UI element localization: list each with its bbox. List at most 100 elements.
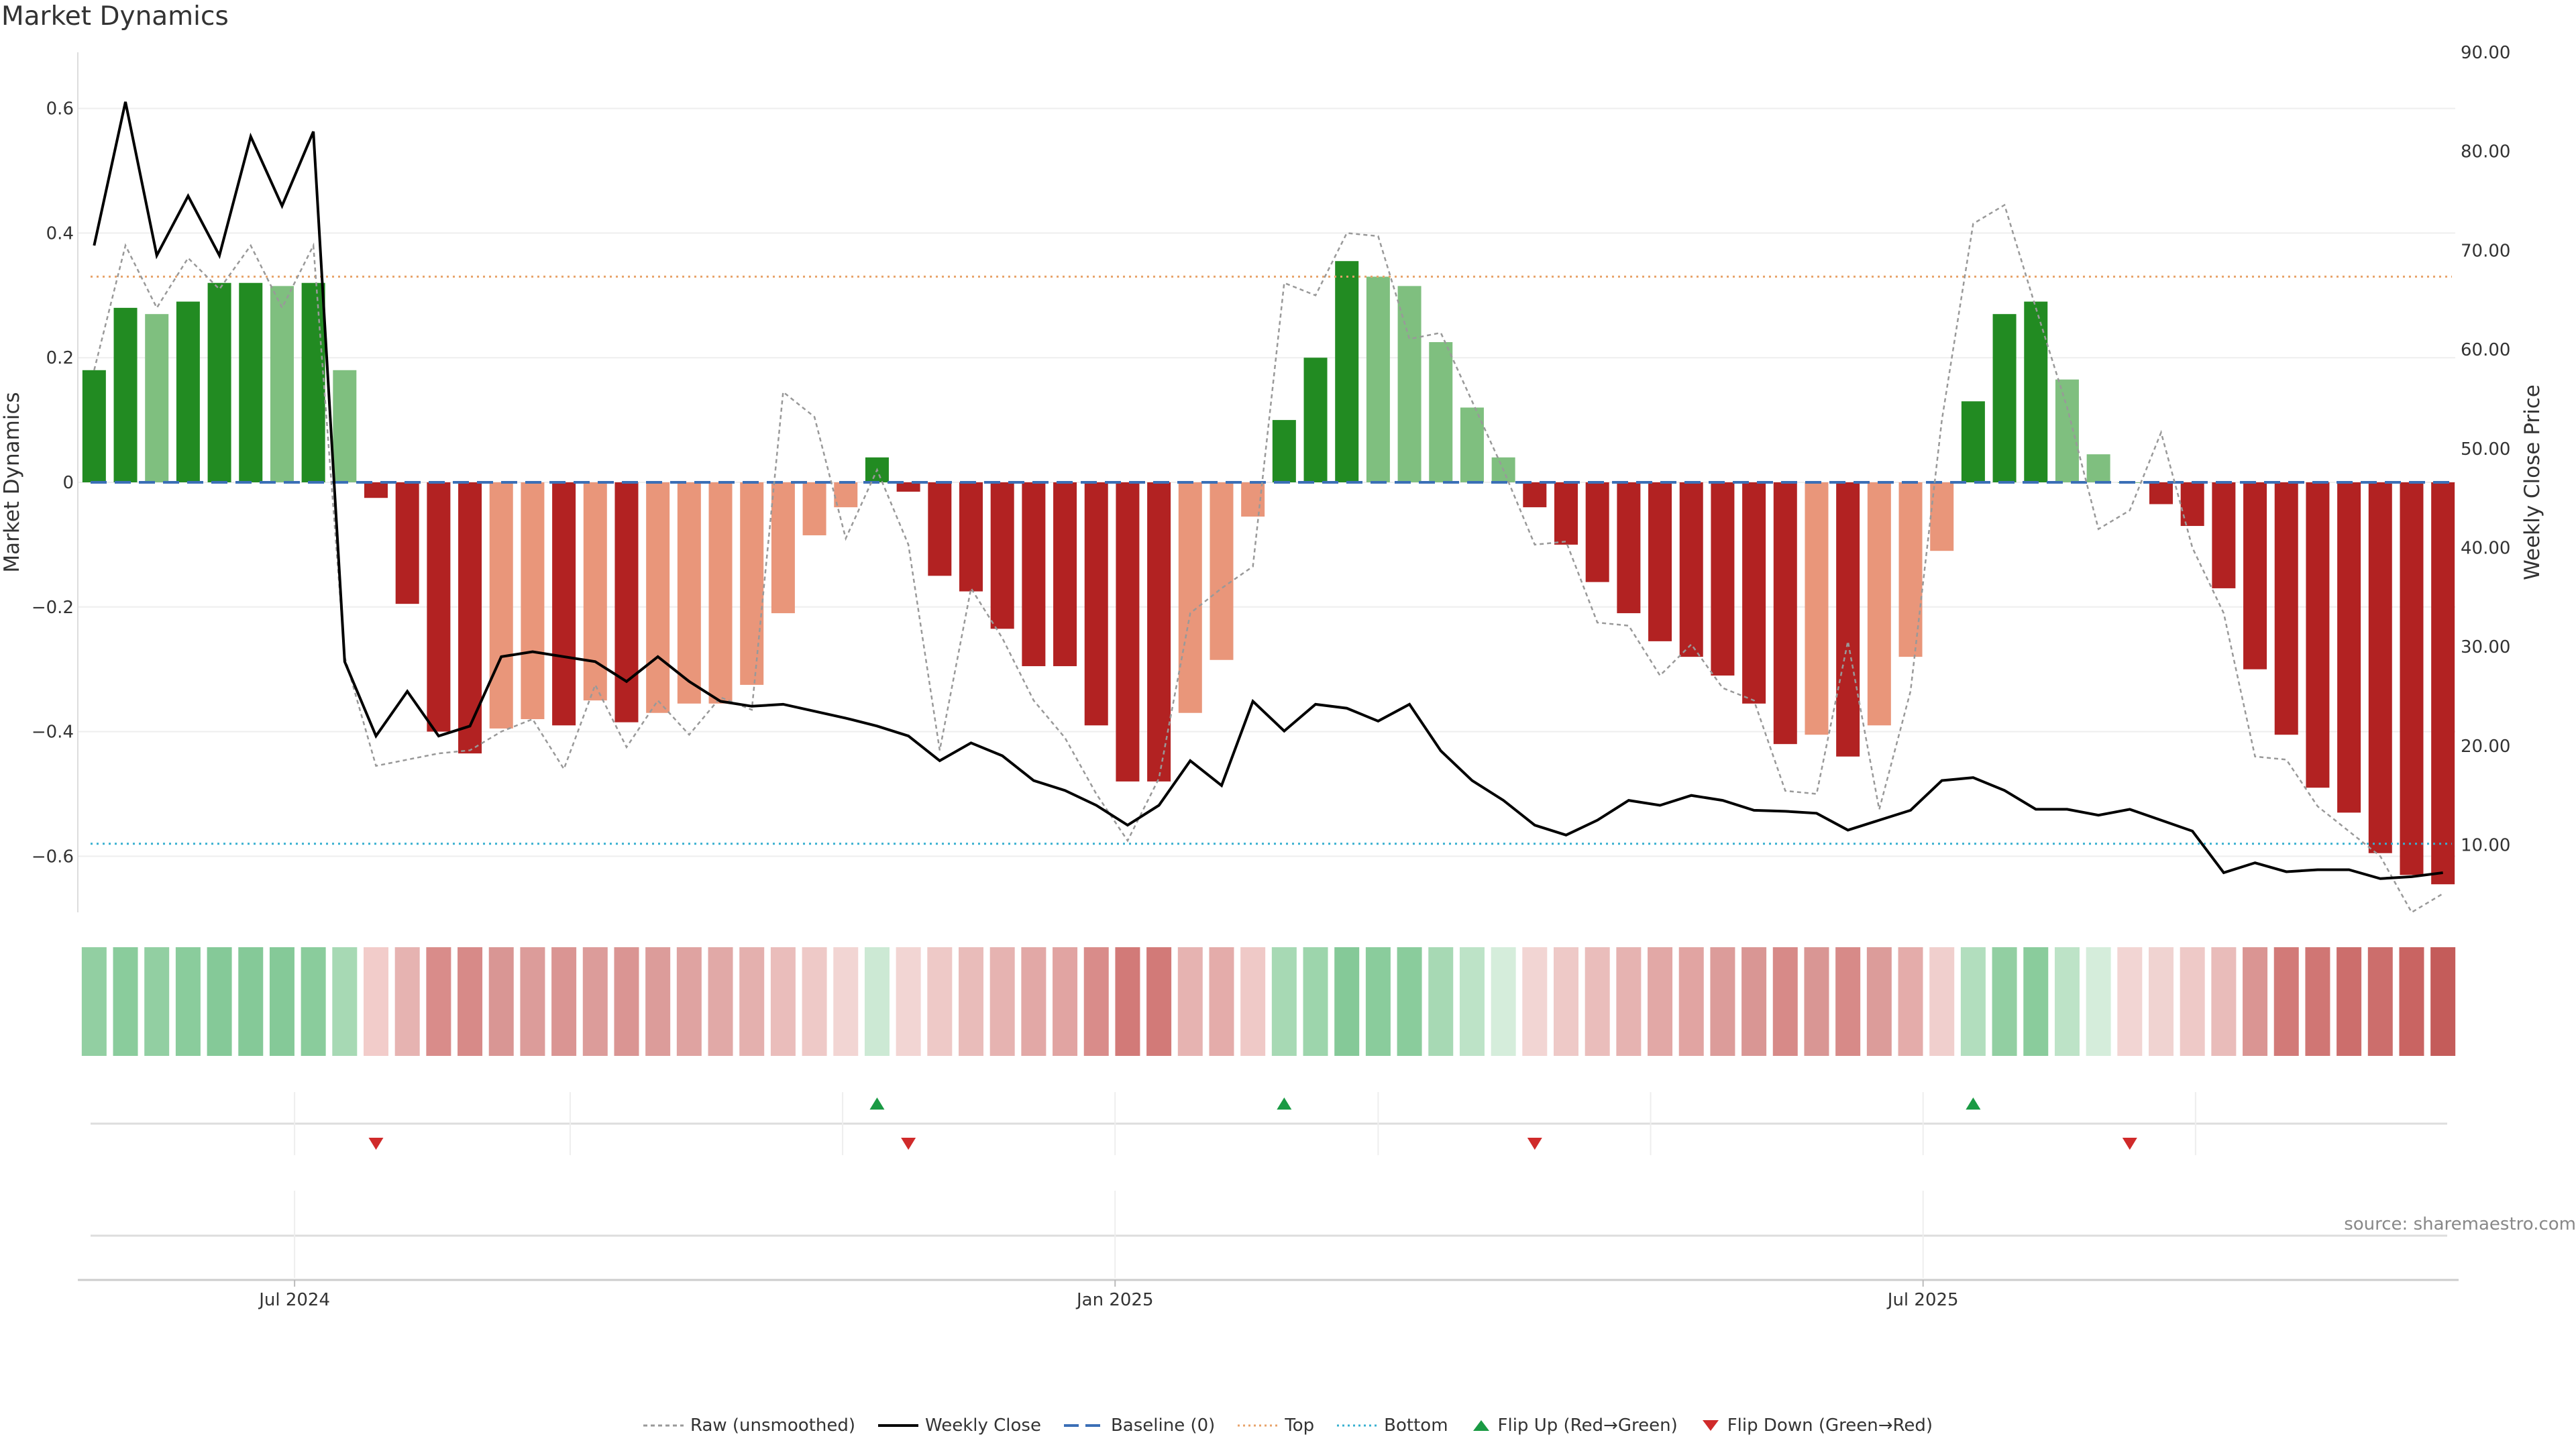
heat-cell [1616, 947, 1642, 1056]
heat-cell [2149, 947, 2174, 1056]
dynamics-bar [395, 482, 419, 604]
dynamics-bar [959, 482, 983, 592]
flip-down-marker [901, 1138, 916, 1150]
heat-cell [1554, 947, 1578, 1056]
legend-baseline-label: Baseline (0) [1110, 1415, 1216, 1436]
legend-weekly-close-swatch [878, 1424, 919, 1427]
heat-cell [2180, 947, 2205, 1056]
dynamics-bar [2243, 482, 2267, 669]
dynamics-bar [1084, 482, 1108, 726]
dynamics-bar [2431, 482, 2455, 885]
heat-cell [739, 947, 765, 1056]
heat-cell [2273, 947, 2299, 1056]
heat-cell [1303, 947, 1328, 1056]
dynamics-bar [1554, 482, 1578, 545]
dynamics-bar [771, 482, 795, 614]
heat-cell [864, 947, 890, 1056]
heat-cell [614, 947, 639, 1056]
dynamics-bar [1147, 482, 1171, 782]
heat-cell [1929, 947, 1955, 1056]
heat-cell [1522, 947, 1548, 1056]
heat-cell [1271, 947, 1297, 1056]
dynamics-bar [364, 482, 388, 498]
legend-flip-down-label: Flip Down (Green→Red) [1727, 1415, 1933, 1436]
heat-cell [708, 947, 733, 1056]
heat-cell [1240, 947, 1266, 1056]
dynamics-bar [301, 282, 325, 482]
dynamics-bar [1053, 482, 1077, 667]
heat-cell [301, 947, 326, 1056]
dynamics-bar [1116, 482, 1140, 782]
y-tick-label: 0.4 [46, 223, 74, 244]
heat-cell [896, 947, 921, 1056]
y-tick-label: 0.6 [46, 99, 74, 119]
heat-cell [1397, 947, 1422, 1056]
heat-cell [1491, 947, 1516, 1056]
events-panel [91, 1191, 2447, 1278]
heat-cell [989, 947, 1015, 1056]
heat-cell [1053, 947, 1078, 1056]
dynamics-bar [990, 482, 1014, 629]
dynamics-bar [1679, 482, 1703, 657]
heat-cell [1772, 947, 1798, 1056]
heat-cell [1428, 947, 1454, 1056]
legend-bottom-swatch [1337, 1424, 1378, 1427]
dynamics-bar [1836, 482, 1860, 757]
heat-cell [551, 947, 577, 1056]
legend-bottom-label: Bottom [1384, 1415, 1448, 1436]
reference-lines [91, 275, 2452, 845]
dynamics-bar [2086, 454, 2110, 482]
heat-cell [1648, 947, 1673, 1056]
heat-cell [488, 947, 514, 1056]
dynamics-bar [1523, 482, 1547, 508]
heat-cell [1898, 947, 1923, 1056]
legend-flip-up: Flip Up (Red→Green) [1471, 1415, 1678, 1436]
dynamics-bar [176, 301, 200, 482]
heat-cell [1960, 947, 1986, 1056]
heat-cell [2243, 947, 2268, 1056]
dynamics-bar [928, 482, 952, 576]
dynamics-bar [1335, 261, 1359, 482]
heat-cell [1365, 947, 1391, 1056]
heat-cell [1866, 947, 1892, 1056]
legend-top-label: Top [1285, 1415, 1315, 1436]
heat-cell [1459, 947, 1485, 1056]
source-label: source: sharemaestro.com [2344, 1214, 2576, 1234]
dynamics-bar [1930, 482, 1954, 551]
y2-tick-label: 10.00 [2461, 836, 2510, 856]
flip-up-marker [1966, 1097, 1981, 1110]
legend: Raw (unsmoothed) Weekly Close Baseline (… [0, 1415, 2576, 1436]
right-y-axis: 90.00 80.00 70.00 60.00 50.00 40.00 30.00 20.00… [2461, 43, 2544, 856]
heat-cell [1209, 947, 1234, 1056]
y2-tick-label: 40.00 [2461, 538, 2510, 558]
dynamics-bar [2274, 482, 2298, 735]
chart-title: Market Dynamics [1, 1, 229, 32]
dynamics-bar [1961, 401, 1985, 482]
heat-cell [332, 947, 358, 1056]
dynamics-bar [1805, 482, 1829, 735]
flip-down-marker [368, 1138, 384, 1150]
y-tick-label: 0.2 [46, 348, 74, 368]
heat-cell [1678, 947, 1704, 1056]
dynamics-bar [1898, 482, 1923, 657]
dynamics-bar [1867, 482, 1891, 726]
heat-cell [676, 947, 702, 1056]
legend-baseline: Baseline (0) [1063, 1415, 1216, 1436]
dynamics-bar [834, 482, 858, 508]
heat-cell [927, 947, 953, 1056]
heat-cell [113, 947, 138, 1056]
x-tick-label: Jul 2025 [1886, 1290, 1959, 1310]
legend-top: Top [1238, 1415, 1314, 1436]
dynamics-bar [145, 314, 169, 482]
legend-bottom: Bottom [1337, 1415, 1448, 1436]
dynamics-bar [896, 482, 920, 492]
heat-cell [207, 947, 232, 1056]
heat-cell [2305, 947, 2330, 1056]
dynamics-bar [2180, 482, 2204, 527]
dynamics-bar [239, 282, 263, 482]
heat-cell [1115, 947, 1140, 1056]
dynamics-bar [1178, 482, 1202, 713]
dynamics-bar [1711, 482, 1735, 676]
dynamics-bar [2149, 482, 2173, 504]
flip-markers-panel [91, 1092, 2447, 1155]
